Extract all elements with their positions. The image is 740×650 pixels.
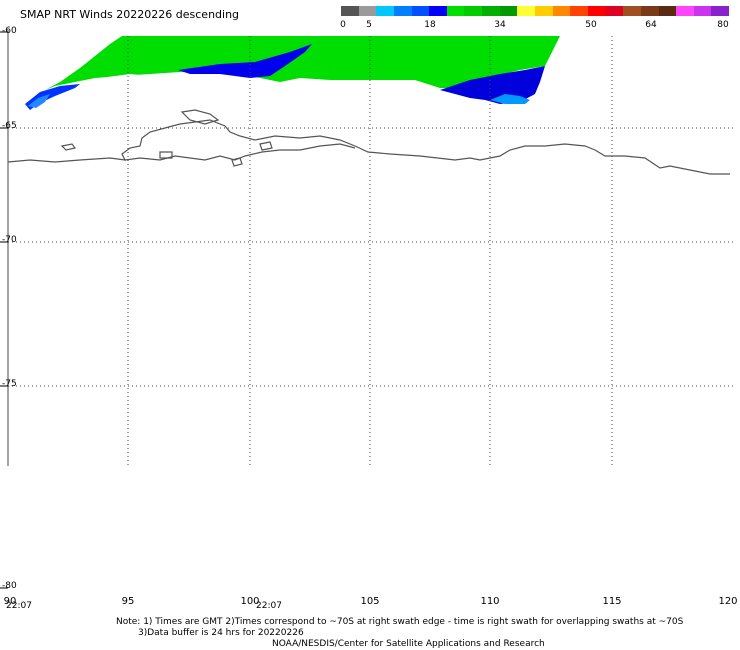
wind-swath-lightblue-left [28,94,50,108]
lat-label-65: -65 [2,121,17,131]
colorbar-segment [570,6,588,16]
colorbar-segment [587,6,606,16]
lat-label-60: -60 [2,26,17,36]
antarctic-coastline [7,119,730,175]
colorbar-label-80: 80 [717,20,729,30]
colorbar-segment [640,6,659,16]
colorbar-segment [464,6,483,16]
lat-gridlines [8,127,734,387]
colorbar-segment [535,6,553,16]
colorbar-label-18: 18 [424,20,436,30]
island-shackleton [180,109,220,125]
wind-speed-colorbar [341,6,730,16]
colorbar-segment [552,6,571,16]
colorbar-segment [711,6,730,16]
wind-swath-lightblue-right [490,94,530,104]
colorbar-label-0: 0 [340,20,346,30]
swath-time-center: 22:07 [256,601,282,611]
wind-swath-green [45,36,560,90]
colorbar-segment [376,6,394,16]
note-line-2: 3)Data buffer is 24 hrs for 20220226 [138,628,304,638]
colorbar-segment [658,6,677,16]
map-title: SMAP NRT Winds 20220226 descending [20,8,240,21]
colorbar-segment [499,6,518,16]
lon-label-90: 90 [3,596,17,607]
colorbar-segment [605,6,624,16]
colorbar-label-50: 50 [585,20,597,30]
island-small-4 [259,141,273,151]
swath-gap [100,74,150,82]
colorbar-segment [446,6,465,16]
wind-swath-blue-right [440,66,545,104]
lat-label-75: -75 [2,379,17,389]
colorbar-label-34: 34 [494,20,506,30]
island-small-1 [60,143,77,151]
colorbar-segment [482,6,500,16]
swath-time-left: 22:07 [6,601,32,611]
note-line-3: NOAA/NESDIS/Center for Satellite Applica… [272,639,545,649]
colorbar-segment [341,6,359,16]
colorbar-segment [676,6,694,16]
lon-label-115: 115 [602,596,622,607]
colorbar-label-5: 5 [366,20,372,30]
lat-label-70: -70 [2,235,17,245]
island-small-3 [231,157,243,167]
colorbar-segment [411,6,430,16]
note-line-1: Note: 1) Times are GMT 2)Times correspon… [116,617,684,627]
lat-label-80: -80 [2,581,17,591]
colorbar-segment [429,6,447,16]
colorbar-segment [623,6,641,16]
lon-gridlines [127,36,613,466]
lon-label-95: 95 [121,596,135,607]
coastline-inner [124,143,356,161]
island-small-2 [159,151,173,159]
lon-label-110: 110 [480,596,500,607]
colorbar-label-64: 64 [645,20,657,30]
lon-label-105: 105 [360,596,380,607]
colorbar-segment [358,6,377,16]
colorbar-segment [517,6,536,16]
wind-swath-blue-center [178,44,312,78]
lon-label-120: 120 [718,596,738,607]
colorbar-segment [693,6,712,16]
lon-label-100: 100 [240,596,260,607]
colorbar-segment [393,6,412,16]
